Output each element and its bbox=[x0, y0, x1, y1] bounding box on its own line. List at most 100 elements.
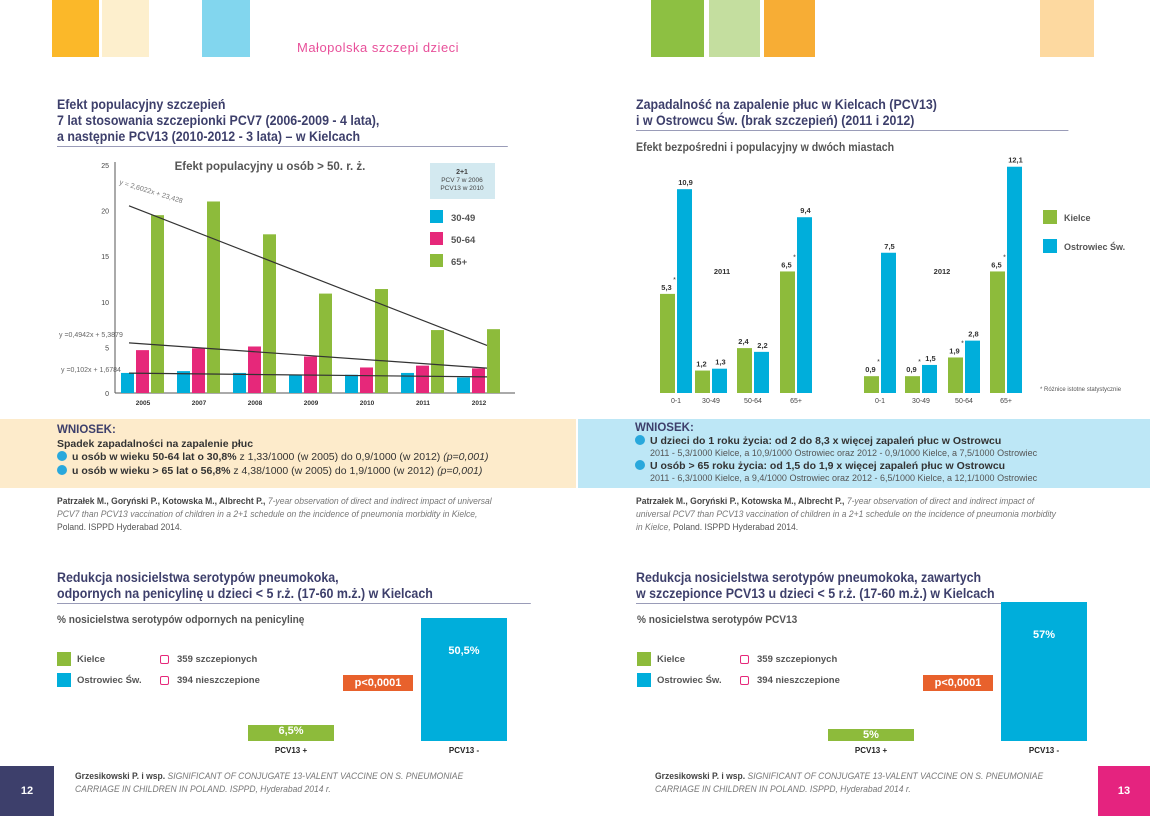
data-label: 7,5 bbox=[884, 242, 894, 251]
page-number: 13 bbox=[1098, 766, 1150, 816]
significance-mark: * bbox=[918, 359, 921, 366]
data-label: 1,2 bbox=[696, 360, 706, 369]
color-tile bbox=[651, 0, 704, 57]
color-tile bbox=[709, 0, 760, 57]
x-tick-label: 2012 bbox=[472, 400, 487, 407]
trendline bbox=[128, 372, 488, 378]
bar-30-49-2007 bbox=[177, 371, 190, 393]
p-value-badge: p<0,0001 bbox=[343, 675, 413, 691]
x-tick-label: 2007 bbox=[192, 400, 207, 407]
y-tick-label: 0 bbox=[105, 391, 109, 398]
x-tick-label: 2010 bbox=[360, 400, 375, 407]
data-label: 57% bbox=[1032, 628, 1056, 641]
color-tile bbox=[1040, 0, 1094, 57]
data-label: 1,5 bbox=[925, 354, 935, 363]
legend-swatch bbox=[637, 652, 651, 666]
note-label: 394 nieszczepione bbox=[177, 675, 260, 686]
page-number: 12 bbox=[0, 766, 54, 816]
legend-swatch bbox=[57, 652, 71, 666]
bar-kielce-2011-65+ bbox=[780, 271, 795, 393]
data-label: 2,2 bbox=[757, 341, 767, 350]
section-title: Redukcja nosicielstwa serotypów pneumoko… bbox=[636, 570, 1004, 604]
legend-label: 30-49 bbox=[451, 213, 475, 224]
footnote: * Różnice istotne statystycznie bbox=[1040, 387, 1122, 393]
bar-30-49-2005 bbox=[121, 372, 134, 393]
y-tick-label: 25 bbox=[101, 163, 109, 170]
reference: Patrzałek M., Goryński P., Kotowska M., … bbox=[636, 496, 1056, 533]
bar-65+-2009 bbox=[319, 293, 332, 393]
annotation-box bbox=[430, 163, 495, 199]
bar-ostrowiec-2012-0-1 bbox=[881, 252, 896, 393]
data-label: 6,5% bbox=[278, 725, 304, 738]
annotation-text: PCV 7 w 2006 bbox=[441, 177, 483, 184]
data-label: 1,9 bbox=[949, 346, 959, 355]
bar-65+-2008 bbox=[263, 234, 276, 393]
bar-65+-2007 bbox=[207, 201, 220, 393]
data-label: 2,4 bbox=[738, 337, 749, 346]
reference: Grzesikowski P. i wsp. SIGNIFICANT OF CO… bbox=[655, 771, 1044, 795]
group-label: 2011 bbox=[714, 267, 730, 276]
color-tile bbox=[102, 0, 149, 57]
annotation-text: 2+1 bbox=[456, 169, 468, 176]
color-tile bbox=[764, 0, 815, 57]
note-label: 394 nieszczepione bbox=[757, 675, 840, 686]
legend-swatch bbox=[430, 232, 443, 245]
bar-ostrowiec-2011-30-49 bbox=[712, 368, 727, 393]
data-label: 50,5% bbox=[448, 644, 480, 657]
chart-title: % nosicielstwa serotypów odpornych na pe… bbox=[57, 614, 305, 626]
p-value-badge: p<0,0001 bbox=[923, 675, 993, 691]
bar-kielce-2011-30-49 bbox=[695, 370, 710, 393]
trendline-equation: y = 2,6022x + 23,428 bbox=[118, 179, 183, 205]
data-label: 1,3 bbox=[715, 358, 725, 367]
bar-kielce-2012-30-49 bbox=[905, 376, 920, 393]
bullet-icon bbox=[635, 459, 645, 470]
bar-30-49-2012 bbox=[457, 377, 470, 393]
x-tick-label: 30-49 bbox=[702, 398, 720, 405]
chart-two-cities: 5,3*10,90-11,2 1,330-492,4 2,250-646,5*9,4… bbox=[660, 156, 1125, 405]
x-tick-label: 0-1 bbox=[875, 398, 885, 405]
data-label: 0,9 bbox=[906, 365, 916, 374]
bullet-icon bbox=[57, 451, 67, 461]
x-tick-label: 50-64 bbox=[955, 398, 973, 405]
significance-mark: * bbox=[793, 254, 796, 261]
bar-65+-2010 bbox=[375, 289, 388, 393]
legend-label: 65+ bbox=[451, 257, 468, 268]
y-tick-label: 15 bbox=[101, 254, 109, 261]
x-tick-label: 65+ bbox=[1000, 398, 1012, 405]
note-icon bbox=[160, 655, 169, 664]
data-label: 12,1 bbox=[1008, 156, 1023, 165]
y-tick-label: 10 bbox=[101, 300, 109, 307]
data-label: 10,9 bbox=[678, 178, 693, 187]
bar-30-49-2008 bbox=[233, 372, 246, 393]
y-tick-label: 5 bbox=[105, 345, 109, 352]
bar-50-64-2008 bbox=[248, 346, 261, 393]
bullet-icon bbox=[57, 464, 67, 475]
data-label: 0,9 bbox=[865, 365, 875, 374]
bar-kielce-2012-65+ bbox=[990, 271, 1005, 393]
data-label: 5,3 bbox=[661, 283, 671, 292]
x-tick-label: 30-49 bbox=[912, 398, 930, 405]
trendline-equation: y =0,102x + 1,6784 bbox=[61, 367, 121, 374]
x-tick-label: PCV13 - bbox=[448, 746, 480, 755]
bar-PCV13 - bbox=[421, 617, 507, 741]
brand-title: Małopolska szczepi dzieci bbox=[297, 40, 460, 55]
reference: Patrzałek M., Goryński P., Kotowska M., … bbox=[57, 496, 492, 533]
x-tick-label: PCV13 + bbox=[274, 746, 308, 755]
bar-ostrowiec-2012-50-64 bbox=[965, 340, 980, 393]
legend-swatch bbox=[1043, 210, 1057, 224]
bar-50-64-2005 bbox=[136, 350, 149, 393]
chart-population-effect: 0 5 10 15 20 25 Efekt populacyjny u osób > 50.… bbox=[59, 161, 515, 407]
color-tile bbox=[52, 0, 99, 57]
legend-swatch bbox=[57, 673, 71, 687]
section-title: Zapadalność na zapalenie płuc w Kielcach… bbox=[636, 97, 1069, 131]
group-label: 2012 bbox=[934, 267, 951, 276]
bar-ostrowiec-2012-30-49 bbox=[922, 364, 937, 393]
bar-kielce-2011-50-64 bbox=[737, 348, 752, 393]
data-label: 2,8 bbox=[968, 330, 978, 339]
conclusion-item: u osób w wieku > 65 lat o 56,8% z 4,38/1… bbox=[57, 464, 576, 479]
legend-label: Ostrowiec Św. bbox=[657, 675, 722, 686]
conclusion-item: U osób > 65 roku życia: od 1,5 do 1,9 x … bbox=[635, 459, 1150, 473]
bar-30-49-2010 bbox=[345, 374, 358, 393]
bar-50-64-2010 bbox=[360, 367, 373, 393]
bar-ostrowiec-2011-65+ bbox=[797, 217, 812, 393]
